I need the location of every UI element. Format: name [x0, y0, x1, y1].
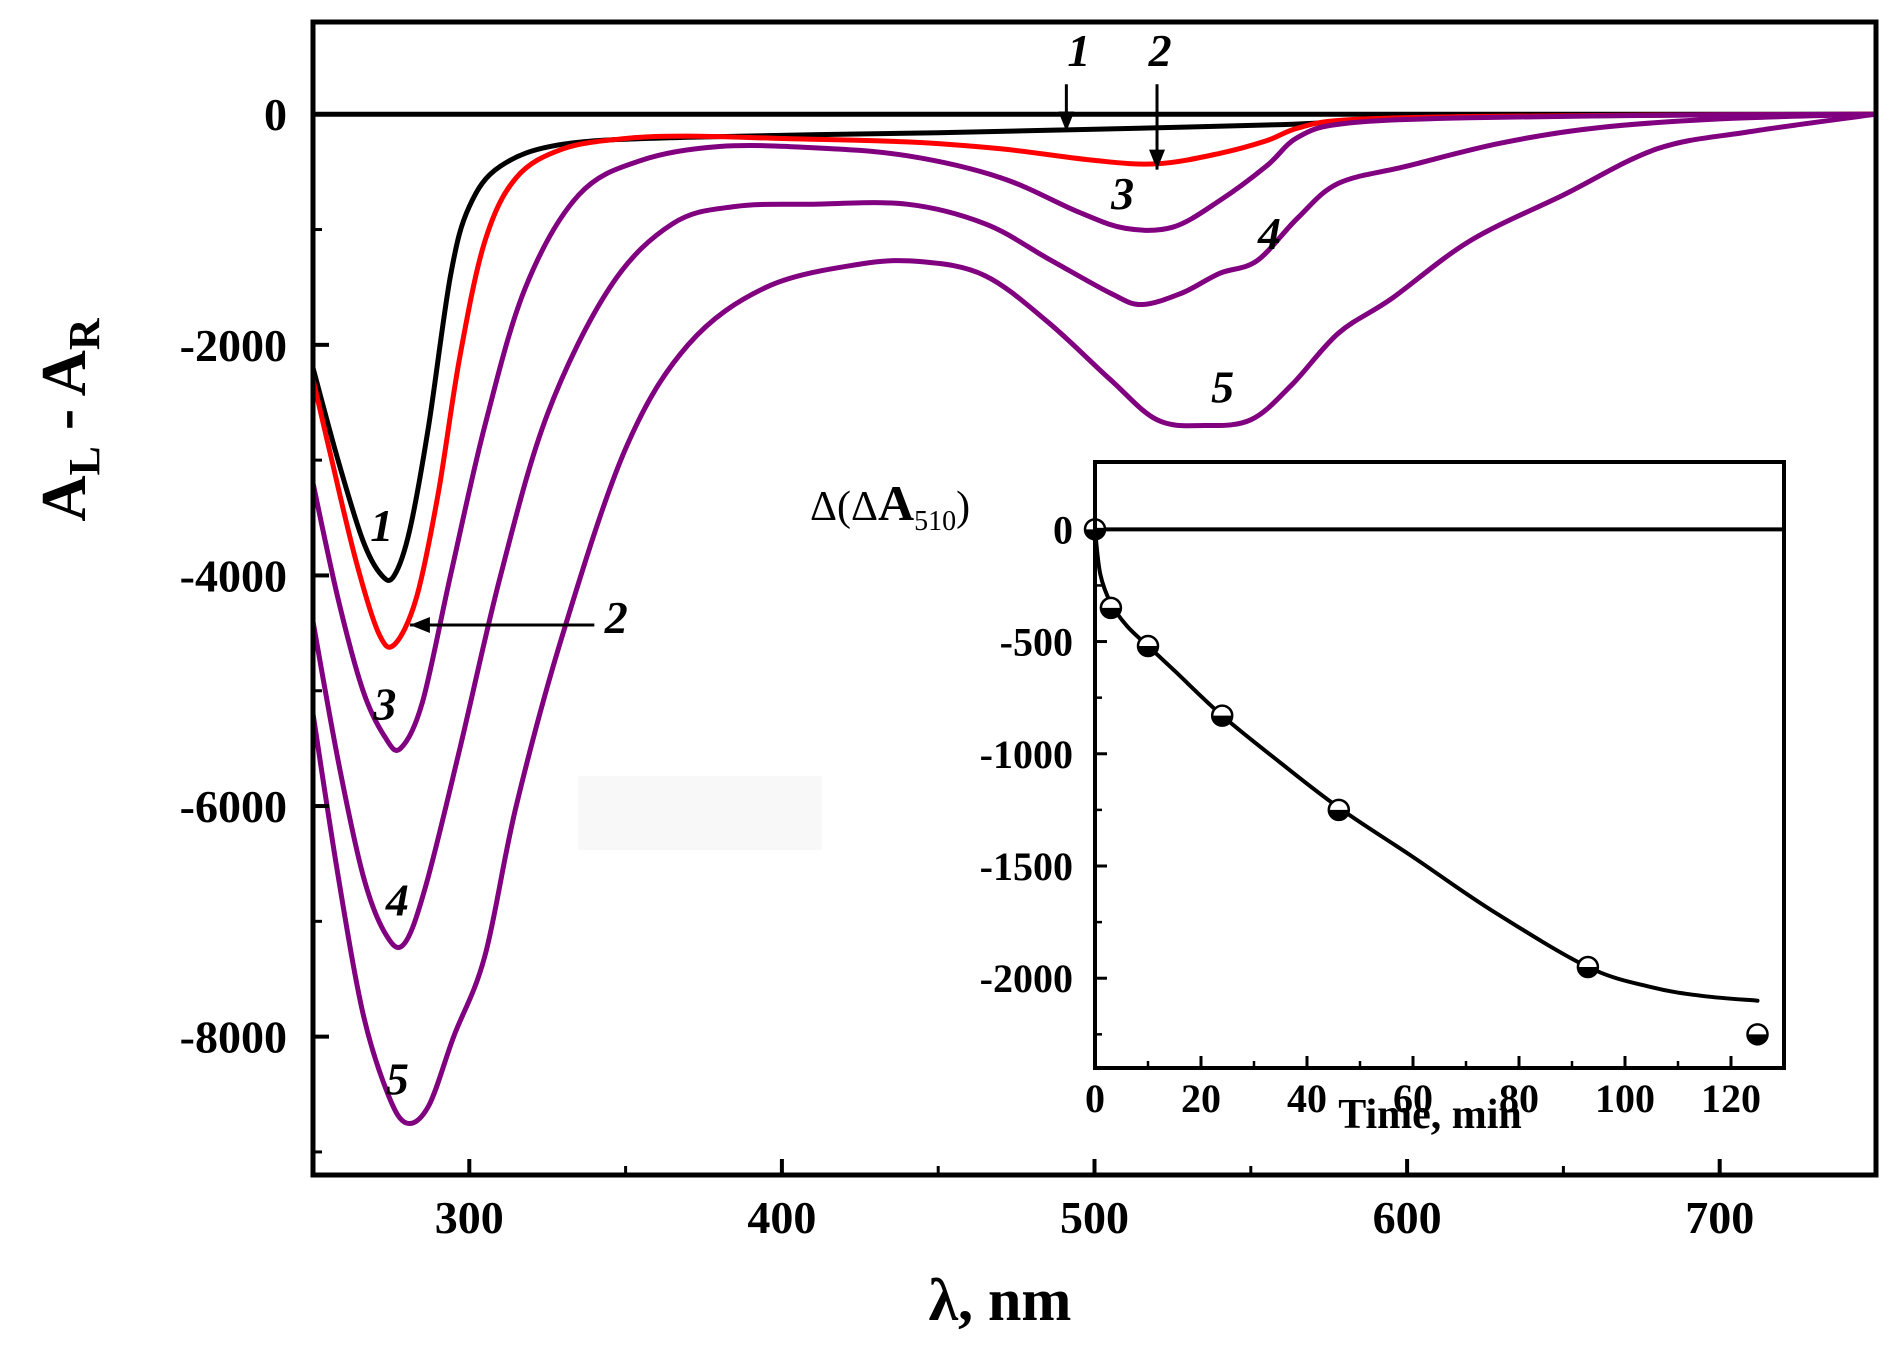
inset-x-tick-label: 60: [1393, 1076, 1433, 1121]
inset-data-point: [1576, 955, 1600, 979]
main-annotations: 1 2 3 4 5 1 2 3 4 5: [370, 25, 1281, 1104]
inset-y-label-sub: 510: [914, 506, 956, 537]
data-point-fill: [1577, 967, 1598, 978]
data-point-fill: [1328, 809, 1349, 820]
background-artifact: [578, 776, 822, 850]
data-point-fill: [1138, 646, 1158, 657]
series-line-4: [310, 111, 1879, 950]
inset-x-axis-label: Time, min: [1338, 1092, 1522, 1138]
data-point-fill: [1747, 1034, 1768, 1045]
inset-y-tick-label: -2000: [980, 956, 1073, 1001]
series-line-3: [310, 111, 1879, 753]
y-tick-label: -4000: [180, 550, 287, 601]
y-axis-label-sub2: R: [60, 317, 109, 350]
curve-label-3: 3: [1110, 168, 1134, 219]
inset-data-point: [1746, 1023, 1769, 1046]
inset-y-tick-label: 0: [1053, 507, 1073, 552]
curve-label-5: 5: [386, 1053, 409, 1104]
inset-x-tick-label: 80: [1499, 1076, 1539, 1121]
x-tick-label: 700: [1685, 1192, 1754, 1243]
inset-y-axis-label: Δ(ΔA510): [810, 475, 970, 537]
inset-y-label-a: A: [878, 475, 914, 531]
inset-data-point: [1327, 798, 1351, 822]
svg-text:AL - AR: AL - AR: [28, 317, 109, 522]
y-tick-label: -8000: [180, 1012, 287, 1063]
inset-x-tick-label: 20: [1181, 1076, 1221, 1121]
series-line-2: [310, 111, 1879, 650]
y-axis-label-minus: -: [28, 396, 99, 446]
inset-y-tick-label: -500: [1000, 620, 1073, 665]
curve-label-4: 4: [1257, 208, 1281, 259]
y-axis-label: AL - AR: [28, 317, 109, 522]
data-point-fill: [1100, 607, 1121, 618]
curve-label-5: 5: [1211, 361, 1234, 412]
curve-label-4: 4: [385, 875, 409, 926]
y-tick-label: -2000: [180, 320, 287, 371]
series-line-5: [310, 111, 1879, 1126]
curve-label-2: 2: [1148, 25, 1172, 76]
arrow-head: [1149, 149, 1166, 170]
x-tick-label: 500: [1060, 1192, 1129, 1243]
y-axis-label-a2: A: [28, 350, 99, 396]
y-tick-label: 0: [264, 89, 287, 140]
x-tick-label: 300: [435, 1192, 504, 1243]
inset-x-tick-label: 0: [1085, 1076, 1105, 1121]
x-tick-label: 600: [1373, 1192, 1442, 1243]
inset-background: [1082, 462, 1790, 1132]
inset-y-label-suffix: ): [956, 484, 970, 530]
data-point-fill: [1212, 715, 1233, 726]
curve-label-1: 1: [1067, 25, 1090, 76]
inset-x-tick-label: 40: [1287, 1076, 1327, 1121]
y-axis-label-a1: A: [28, 475, 99, 521]
curve-label-2: 2: [604, 592, 628, 643]
inset-data-point: [1099, 596, 1123, 620]
inset-data-point: [1136, 634, 1160, 658]
y-axis-label-sub1: L: [60, 446, 109, 475]
inset-axes: 0 20 40 60 80 100 120 0 -500 -1000 -1500 -2000: [980, 460, 1786, 1121]
inset-x-tick-label: 100: [1595, 1076, 1655, 1121]
arrow-head: [409, 617, 430, 634]
curve-label-1: 1: [370, 500, 393, 551]
inset-curves: [1083, 518, 1784, 1046]
inset-x-tick-label: 120: [1701, 1076, 1761, 1121]
main-curves: [310, 111, 1879, 1126]
inset-data-point: [1210, 704, 1234, 727]
inset-y-label-prefix: Δ(Δ: [810, 484, 878, 530]
inset-y-tick-label: -1500: [980, 844, 1073, 889]
inset-y-tick-label: -1000: [980, 732, 1073, 777]
x-tick-label: 400: [747, 1192, 816, 1243]
arrow-head: [1058, 111, 1075, 132]
y-tick-label: -6000: [180, 781, 287, 832]
x-axis-label: λ, nm: [929, 1267, 1072, 1333]
inset-chart: 0 20 40 60 80 100 120 0 -500 -1000 -1500 -2000 Time…: [810, 460, 1790, 1138]
inset-frame: [1093, 460, 1786, 1070]
curve-label-3: 3: [372, 679, 396, 730]
